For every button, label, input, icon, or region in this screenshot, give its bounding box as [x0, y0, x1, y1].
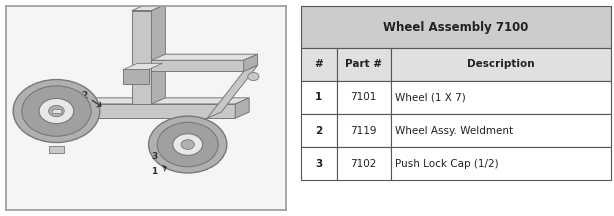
Bar: [336, 48, 391, 81]
Text: 1: 1: [315, 92, 322, 102]
Polygon shape: [132, 11, 152, 104]
Polygon shape: [152, 5, 165, 104]
Polygon shape: [132, 5, 165, 11]
Bar: [301, 114, 336, 147]
FancyBboxPatch shape: [49, 146, 64, 153]
Bar: [391, 81, 611, 114]
Circle shape: [13, 79, 99, 143]
Text: Push Lock Cap (1/2): Push Lock Cap (1/2): [395, 159, 498, 169]
Circle shape: [173, 134, 203, 155]
Text: 7119: 7119: [351, 125, 377, 135]
FancyBboxPatch shape: [123, 69, 149, 84]
Bar: [391, 114, 611, 147]
Bar: [336, 147, 391, 180]
Text: Part #: Part #: [345, 59, 382, 69]
Polygon shape: [152, 60, 244, 71]
Text: 7101: 7101: [351, 92, 377, 102]
Bar: [391, 147, 611, 180]
Circle shape: [149, 116, 227, 173]
Bar: [336, 114, 391, 147]
Circle shape: [21, 86, 91, 136]
Text: Wheel Assy. Weldment: Wheel Assy. Weldment: [395, 125, 513, 135]
Bar: [301, 48, 336, 81]
Circle shape: [39, 98, 74, 124]
FancyBboxPatch shape: [52, 109, 61, 113]
Text: #: #: [314, 59, 323, 69]
Polygon shape: [123, 63, 163, 69]
Text: 2: 2: [81, 91, 87, 100]
Circle shape: [181, 140, 195, 149]
Polygon shape: [208, 65, 258, 118]
Text: Wheel Assembly 7100: Wheel Assembly 7100: [383, 21, 529, 33]
Text: Description: Description: [467, 59, 535, 69]
Circle shape: [248, 73, 259, 81]
Bar: [301, 147, 336, 180]
Bar: [301, 81, 336, 114]
Text: 2: 2: [315, 125, 322, 135]
Text: 7102: 7102: [351, 159, 377, 169]
Bar: [301, 6, 611, 48]
Text: Wheel (1 X 7): Wheel (1 X 7): [395, 92, 465, 102]
Text: 3: 3: [315, 159, 322, 169]
Polygon shape: [152, 54, 258, 60]
Text: 3: 3: [151, 152, 157, 161]
Text: 1: 1: [151, 167, 157, 176]
Circle shape: [49, 105, 64, 117]
Bar: [336, 81, 391, 114]
Polygon shape: [235, 98, 249, 118]
Polygon shape: [244, 54, 258, 71]
Circle shape: [157, 122, 218, 167]
Polygon shape: [56, 98, 249, 104]
Bar: [391, 48, 611, 81]
Polygon shape: [56, 104, 235, 118]
